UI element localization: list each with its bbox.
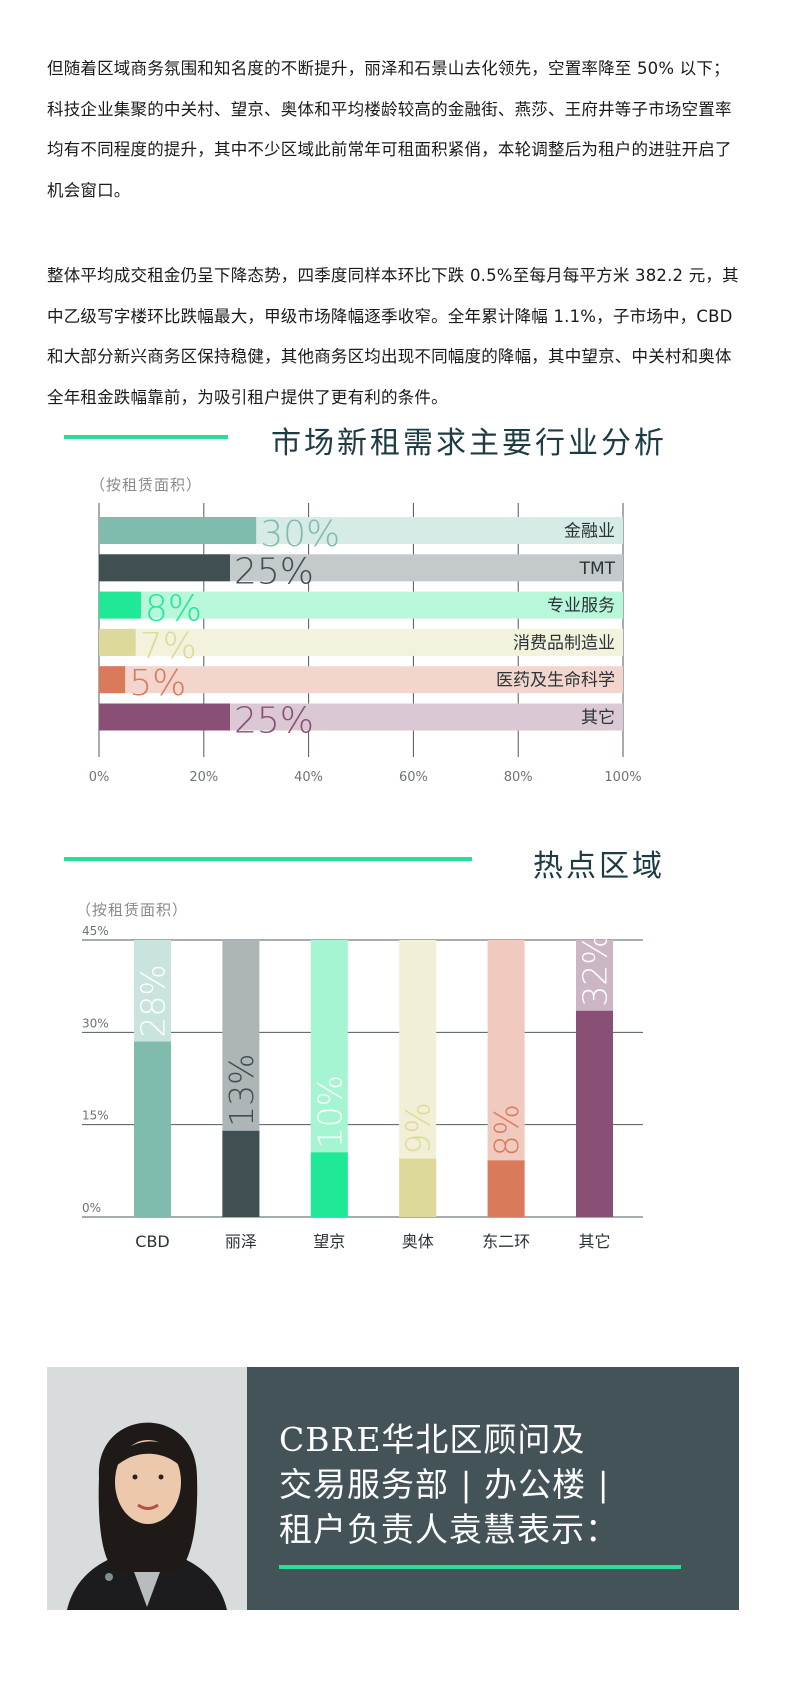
quote-rule [279, 1565, 681, 1569]
data-label: 8% [487, 1104, 526, 1156]
y-tick-label: 0% [82, 1201, 101, 1215]
data-label: 7% [140, 626, 197, 667]
data-label: 32% [576, 933, 615, 1006]
x-tick-label: 20% [189, 770, 218, 785]
category-label: 金融业 [564, 522, 615, 542]
data-label: 10% [310, 1075, 349, 1148]
data-label: 25% [234, 701, 314, 742]
bar [134, 1041, 171, 1217]
category-label: 医药及生命科学 [496, 671, 615, 691]
bar [99, 628, 136, 656]
x-tick-label: 40% [294, 770, 323, 785]
quote-line: 交易服务部 | 办公楼 | [279, 1465, 610, 1504]
y-tick-label: 15% [82, 1109, 109, 1123]
bar [99, 554, 230, 582]
paragraph-rent: 整体平均成交租金仍呈下降态势，四季度同样本环比下跌 0.5%至每月每平方米 38… [47, 266, 739, 407]
y-tick-label: 45% [82, 924, 109, 938]
bar-track [99, 628, 623, 656]
bar [99, 703, 230, 731]
category-label: 望京 [313, 1232, 345, 1251]
x-tick-label: 60% [399, 770, 428, 785]
bar [99, 666, 126, 694]
x-tick-label: 80% [504, 770, 533, 785]
chart2-unit-note: （按租赁面积） [76, 901, 189, 919]
y-tick-label: 30% [82, 1016, 109, 1030]
data-label: 28% [134, 964, 173, 1037]
hotspot-bar-chart: 0% 15% 30% 45% 28% CBD 13% 丽泽 10% 望京 9% 奥体 8% 东二环 32% 其… [82, 924, 643, 1251]
data-label: 30% [260, 514, 340, 555]
portrait-image [47, 1367, 247, 1610]
data-label: 25% [234, 551, 314, 592]
x-tick-label: 0% [89, 770, 110, 785]
bar-track [99, 666, 623, 694]
category-label: 消费品制造业 [513, 633, 615, 653]
chart1-title: 市场新租需求主要行业分析 [271, 426, 667, 461]
title-rule [64, 857, 472, 861]
category-label: TMT [579, 559, 616, 579]
quote-line: 租户负责人袁慧表示： [279, 1510, 619, 1549]
category-label: 其它 [581, 708, 615, 728]
data-label: 13% [222, 1053, 261, 1126]
title-rule [64, 435, 228, 439]
bar [310, 1152, 348, 1217]
bar-track [99, 591, 623, 619]
bar [487, 1160, 525, 1217]
x-tick-label: 100% [604, 770, 641, 785]
quote-text: CBRE华北区顾问及 交易服务部 | 办公楼 | 租户负责人袁慧表示： [279, 1417, 699, 1552]
industry-bar-chart: 0% 20% 40% 60% 80% 100% 30% 金融业 25% TMT 8% 专业服务 7% 消费… [89, 503, 642, 785]
bar [99, 517, 257, 544]
quote-block: CBRE华北区顾问及 交易服务部 | 办公楼 | 租户负责人袁慧表示： [47, 1367, 739, 1610]
paragraph-vacancy: 但随着区域商务氛围和知名度的不断提升，丽泽和石景山去化领先，空置率降至 50% … [47, 59, 732, 200]
category-label: 奥体 [402, 1232, 434, 1251]
chart1-unit-note: （按租赁面积） [90, 476, 203, 494]
category-label: 东二环 [482, 1232, 530, 1251]
data-label: 5% [129, 663, 186, 704]
bar [399, 1158, 437, 1217]
category-label: 丽泽 [225, 1232, 257, 1251]
category-label: CBD [135, 1232, 169, 1251]
category-label: 其它 [578, 1232, 610, 1251]
data-label: 9% [399, 1102, 438, 1154]
quote-line: CBRE华北区顾问及 [279, 1420, 586, 1459]
bar [99, 591, 141, 619]
chart2-title: 热点区域 [533, 849, 665, 884]
category-label: 专业服务 [547, 596, 615, 616]
bar [222, 1130, 260, 1217]
bar [576, 1010, 613, 1217]
data-label: 8% [145, 589, 202, 630]
